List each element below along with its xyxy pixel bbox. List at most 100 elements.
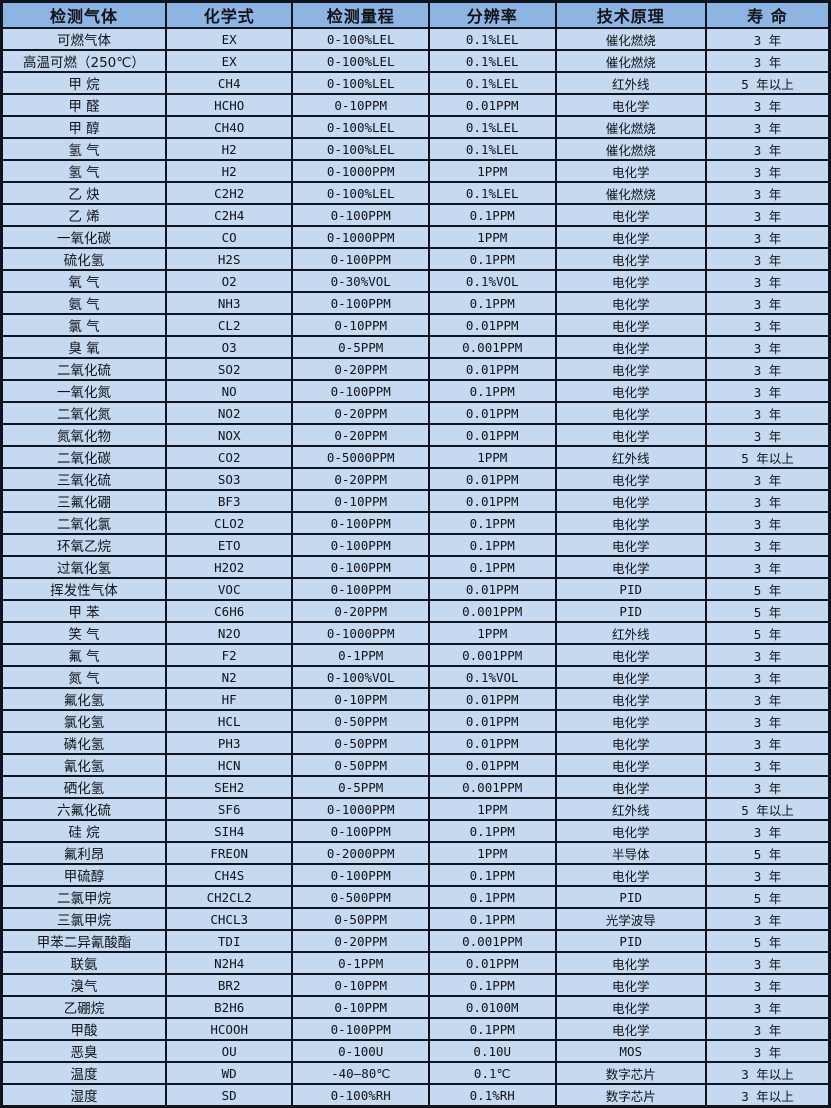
cell-formula: B2H6 [164, 995, 294, 1019]
cell-formula: CO [164, 225, 294, 249]
cell-range: 0-100PPM [291, 203, 430, 227]
table-row: 氮 气 N2 0-100%VOL 0.1%VOL 电化学 3 年 [0, 665, 831, 689]
cell-range: 0-100PPM [291, 819, 430, 843]
table-row: 甲酸 HCOOH 0-100PPM 0.1PPM 电化学 3 年 [0, 1017, 831, 1041]
table-row: 二氧化碳 CO2 0-5000PPM 1PPM 红外线 5 年以上 [0, 445, 831, 469]
cell-range: 0-20PPM [291, 357, 430, 381]
cell-principle: 电化学 [554, 819, 707, 843]
cell-gas: 臭 氧 [0, 335, 167, 359]
cell-principle: 红外线 [554, 445, 707, 469]
cell-lifespan: 3 年以上 [704, 1083, 831, 1108]
cell-lifespan: 3 年 [704, 1017, 831, 1041]
cell-range: 0-500PPM [291, 885, 430, 909]
cell-range: 0-1PPM [291, 951, 430, 975]
cell-lifespan: 3 年 [704, 753, 831, 777]
cell-resolution: 0.1PPM [427, 907, 557, 931]
cell-principle: 催化燃烧 [554, 115, 707, 139]
cell-gas: 氨 气 [0, 291, 167, 315]
table-row: 一氧化氮 NO 0-100PPM 0.1PPM 电化学 3 年 [0, 379, 831, 403]
cell-gas: 乙 烯 [0, 203, 167, 227]
cell-resolution: 0.1%LEL [427, 71, 557, 95]
cell-gas: 二氧化氯 [0, 511, 167, 535]
cell-range: 0-10PPM [291, 995, 430, 1019]
cell-lifespan: 3 年 [704, 489, 831, 513]
cell-gas: 恶臭 [0, 1039, 167, 1063]
cell-gas: 挥发性气体 [0, 577, 167, 601]
cell-range: 0-100%LEL [291, 181, 430, 205]
cell-lifespan: 3 年 [704, 49, 831, 73]
cell-resolution: 0.1%VOL [427, 269, 557, 293]
cell-gas: 六氟化硫 [0, 797, 167, 821]
cell-formula: SD [164, 1083, 294, 1108]
cell-formula: VOC [164, 577, 294, 601]
cell-gas: 三氯甲烷 [0, 907, 167, 931]
cell-resolution: 0.1PPM [427, 1017, 557, 1041]
table-row: 乙 炔 C2H2 0-100%LEL 0.1%LEL 催化燃烧 3 年 [0, 181, 831, 205]
cell-lifespan: 3 年 [704, 357, 831, 381]
cell-gas: 甲 苯 [0, 599, 167, 623]
cell-range: 0-100PPM [291, 577, 430, 601]
cell-resolution: 0.10U [427, 1039, 557, 1063]
cell-gas: 磷化氢 [0, 731, 167, 755]
cell-gas: 笑 气 [0, 621, 167, 645]
cell-formula: BF3 [164, 489, 294, 513]
table-row: 磷化氢 PH3 0-50PPM 0.01PPM 电化学 3 年 [0, 731, 831, 755]
cell-lifespan: 3 年 [704, 137, 831, 161]
cell-lifespan: 5 年 [704, 841, 831, 865]
cell-gas: 氧 气 [0, 269, 167, 293]
table-row: 笑 气 N2O 0-1000PPM 1PPM 红外线 5 年 [0, 621, 831, 645]
cell-resolution: 1PPM [427, 841, 557, 865]
cell-principle: 电化学 [554, 863, 707, 887]
cell-resolution: 0.001PPM [427, 643, 557, 667]
table-row: 氯 气 CL2 0-10PPM 0.01PPM 电化学 3 年 [0, 313, 831, 337]
cell-resolution: 0.1%LEL [427, 137, 557, 161]
cell-formula: H2 [164, 137, 294, 161]
cell-gas: 湿度 [0, 1083, 167, 1108]
cell-formula: PH3 [164, 731, 294, 755]
cell-lifespan: 5 年 [704, 621, 831, 645]
cell-range: 0-5PPM [291, 775, 430, 799]
cell-lifespan: 3 年 [704, 555, 831, 579]
cell-range: 0-30%VOL [291, 269, 430, 293]
cell-principle: 电化学 [554, 489, 707, 513]
table-row: 氟化氢 HF 0-10PPM 0.01PPM 电化学 3 年 [0, 687, 831, 711]
cell-resolution: 1PPM [427, 445, 557, 469]
cell-gas: 可燃气体 [0, 27, 167, 51]
column-header-principle: 技术原理 [554, 0, 707, 29]
cell-gas: 温度 [0, 1061, 167, 1085]
cell-principle: 电化学 [554, 665, 707, 689]
table-row: 甲硫醇 CH4S 0-100PPM 0.1PPM 电化学 3 年 [0, 863, 831, 887]
table-row: 甲 醛 HCHO 0-10PPM 0.01PPM 电化学 3 年 [0, 93, 831, 117]
cell-formula: CH4O [164, 115, 294, 139]
cell-principle: 电化学 [554, 247, 707, 271]
cell-range: 0-20PPM [291, 929, 430, 953]
cell-resolution: 0.1%VOL [427, 665, 557, 689]
cell-range: 0-1PPM [291, 643, 430, 667]
cell-gas: 氟 气 [0, 643, 167, 667]
cell-formula: N2 [164, 665, 294, 689]
table-row: 二氯甲烷 CH2CL2 0-500PPM 0.1PPM PID 5 年 [0, 885, 831, 909]
cell-principle: 电化学 [554, 313, 707, 337]
cell-resolution: 0.01PPM [427, 93, 557, 117]
cell-range: 0-1000PPM [291, 225, 430, 249]
cell-lifespan: 3 年 [704, 269, 831, 293]
cell-lifespan: 3 年 [704, 313, 831, 337]
table-row: 乙硼烷 B2H6 0-10PPM 0.0100M 电化学 3 年 [0, 995, 831, 1019]
cell-gas: 甲 醛 [0, 93, 167, 117]
cell-resolution: 0.1PPM [427, 247, 557, 271]
cell-resolution: 0.01PPM [427, 753, 557, 777]
cell-principle: 红外线 [554, 621, 707, 645]
cell-lifespan: 5 年以上 [704, 797, 831, 821]
cell-formula: H2O2 [164, 555, 294, 579]
cell-lifespan: 3 年 [704, 775, 831, 799]
cell-range: 0-100%LEL [291, 49, 430, 73]
cell-resolution: 0.01PPM [427, 951, 557, 975]
cell-principle: MOS [554, 1039, 707, 1063]
cell-resolution: 0.0100M [427, 995, 557, 1019]
cell-lifespan: 3 年 [704, 731, 831, 755]
table-row: 六氟化硫 SF6 0-1000PPM 1PPM 红外线 5 年以上 [0, 797, 831, 821]
cell-range: 0-100%LEL [291, 137, 430, 161]
cell-formula: EX [164, 27, 294, 51]
cell-principle: 电化学 [554, 643, 707, 667]
cell-resolution: 0.1PPM [427, 533, 557, 557]
